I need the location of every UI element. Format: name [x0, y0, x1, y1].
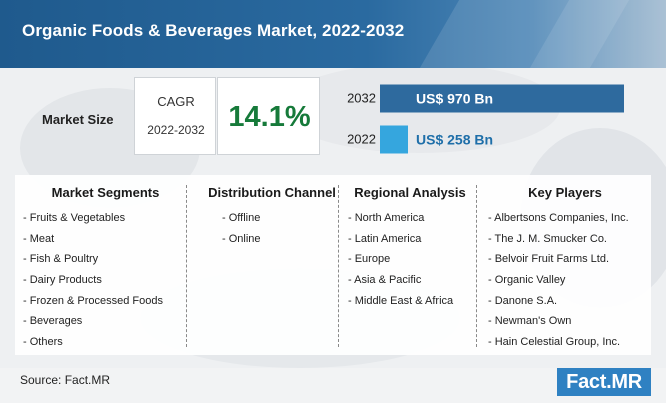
- column-title: Regional Analysis: [354, 185, 466, 200]
- cagr-value: 14.1%: [228, 101, 311, 133]
- bar-2032: [380, 84, 624, 113]
- page-title: Organic Foods & Beverages Market, 2022-2…: [22, 21, 405, 40]
- list-item: - North America: [348, 212, 425, 224]
- list-item: - Frozen & Processed Foods: [23, 294, 164, 307]
- cagr-years: 2022-2032: [147, 123, 205, 137]
- list-item: - Beverages: [23, 315, 83, 328]
- bar-value-label: US$ 258 Bn: [416, 132, 493, 148]
- list-item: - Dairy Products: [23, 274, 102, 287]
- cagr-label: CAGR: [157, 94, 195, 109]
- list-item: - Online: [222, 232, 261, 245]
- column-distribution-channel: Distribution Channel - Offline - Online: [197, 185, 347, 249]
- list-item: - Europe: [348, 253, 391, 266]
- factmr-logo: Fact.MR: [557, 368, 651, 396]
- player-list: - Albertsons Companies, Inc. - The J. M.…: [485, 208, 645, 353]
- bar-category-label: 2022: [347, 132, 376, 147]
- column-regional-analysis: Regional Analysis - North America - Lati…: [345, 185, 475, 311]
- column-divider: [338, 185, 339, 347]
- list-item: - Belvoir Fruit Farms Ltd.: [488, 253, 610, 266]
- list-item: - Offline: [222, 212, 261, 224]
- column-divider: [186, 185, 187, 347]
- region-list: - North America - Latin America - Europe…: [345, 208, 475, 311]
- list-item: - Hain Celestial Group, Inc.: [488, 336, 621, 349]
- list-item: - Newman's Own: [488, 315, 572, 328]
- source-note: Source: Fact.MR: [20, 373, 111, 387]
- column-key-players: Key Players - Albertsons Companies, Inc.…: [485, 185, 645, 353]
- list-item: - Organic Valley: [488, 274, 566, 287]
- list-item: - Asia & Pacific: [348, 274, 422, 287]
- segment-list: - Fruits & Vegetables - Meat - Fish & Po…: [23, 208, 188, 353]
- list-item: - Fruits & Vegetables: [23, 212, 126, 224]
- list-item: - Albertsons Companies, Inc.: [488, 212, 629, 224]
- column-title: Key Players: [528, 185, 602, 200]
- cagr-value-box: 14.1%: [217, 77, 320, 155]
- column-title: Market Segments: [51, 185, 160, 200]
- header-banner: Organic Foods & Beverages Market, 2022-2…: [0, 0, 666, 68]
- list-item: - Latin America: [348, 232, 422, 245]
- list-item: - Others: [23, 336, 63, 349]
- market-size-chart: 2032 US$ 970 Bn 2022 US$ 258 Bn: [347, 84, 624, 154]
- list-item: - Danone S.A.: [488, 294, 558, 307]
- bar-2022: [380, 125, 408, 154]
- cagr-box: CAGR 2022-2032: [134, 77, 216, 155]
- bar-value-label: US$ 970 Bn: [416, 91, 493, 107]
- list-item: - Fish & Poultry: [23, 253, 99, 266]
- bar-category-label: 2032: [347, 91, 376, 106]
- list-item: - Middle East & Africa: [348, 294, 454, 307]
- column-market-segments: Market Segments - Fruits & Vegetables - …: [23, 185, 188, 353]
- column-divider: [476, 185, 477, 347]
- market-size-label: Market Size: [42, 112, 114, 127]
- channel-list: - Offline - Online: [197, 208, 347, 249]
- column-title: Distribution Channel: [208, 185, 336, 200]
- segmentation-panel: Market Segments - Fruits & Vegetables - …: [15, 175, 651, 355]
- list-item: - The J. M. Smucker Co.: [488, 232, 607, 245]
- list-item: - Meat: [23, 232, 55, 245]
